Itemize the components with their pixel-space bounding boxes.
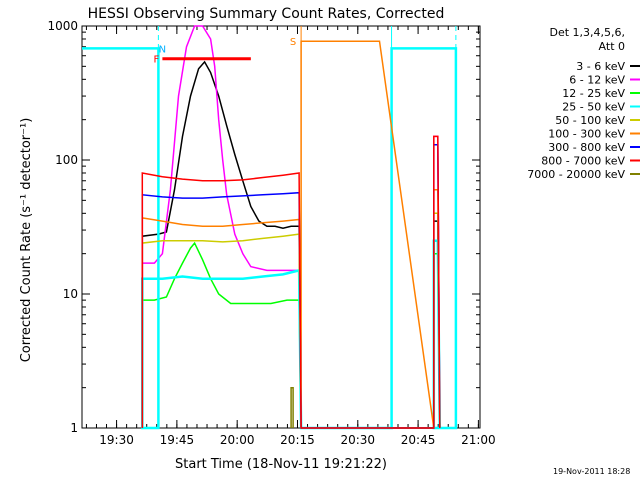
legend-label: 3 - 6 keV	[576, 60, 625, 73]
x-tick-label: 20:30	[340, 433, 375, 447]
y-axis-label: Corrected Count Rate (s⁻¹ detector⁻¹)	[19, 118, 34, 363]
annotation-label: F	[153, 55, 159, 66]
series-line	[141, 135, 441, 429]
legend-label: 100 - 300 keV	[548, 128, 625, 141]
x-tick-label: 20:00	[220, 433, 255, 447]
chart-title: HESSI Observing Summary Count Rates, Cor…	[88, 6, 445, 22]
annotation-label: N	[159, 44, 166, 55]
timestamp: 19-Nov-2011 18:28	[553, 467, 630, 476]
x-tick-label: 20:15	[280, 433, 315, 447]
x-tick-label: 19:45	[160, 433, 195, 447]
legend-label: 50 - 100 keV	[555, 114, 625, 127]
x-tick-label: 19:30	[99, 433, 134, 447]
legend-title-line-2: Att 0	[599, 40, 625, 53]
y-tick-label: 1	[70, 421, 78, 435]
x-axis-label: Start Time (18-Nov-11 19:21:22)	[175, 457, 387, 472]
series-line	[141, 60, 441, 429]
legend-label: 800 - 7000 keV	[541, 155, 625, 168]
legend-label: 12 - 25 keV	[562, 87, 625, 100]
series-line	[141, 143, 441, 429]
x-tick-label: 21:00	[461, 433, 496, 447]
y-tick-label: 1000	[47, 19, 78, 33]
plot-frame	[81, 25, 481, 429]
y-tick-label: 100	[55, 153, 78, 167]
legend-label: 25 - 50 keV	[562, 101, 625, 114]
y-tick-label: 10	[63, 287, 78, 301]
series-line	[290, 386, 294, 428]
legend-label: 6 - 12 keV	[569, 74, 625, 87]
legend-label: 300 - 800 keV	[548, 141, 625, 154]
x-tick-label: 20:45	[401, 433, 436, 447]
annotation-label: S	[290, 37, 296, 48]
legend-label: 7000 - 20000 keV	[527, 168, 625, 181]
legend-title-line-1: Det 1,3,4,5,6,	[549, 26, 625, 39]
